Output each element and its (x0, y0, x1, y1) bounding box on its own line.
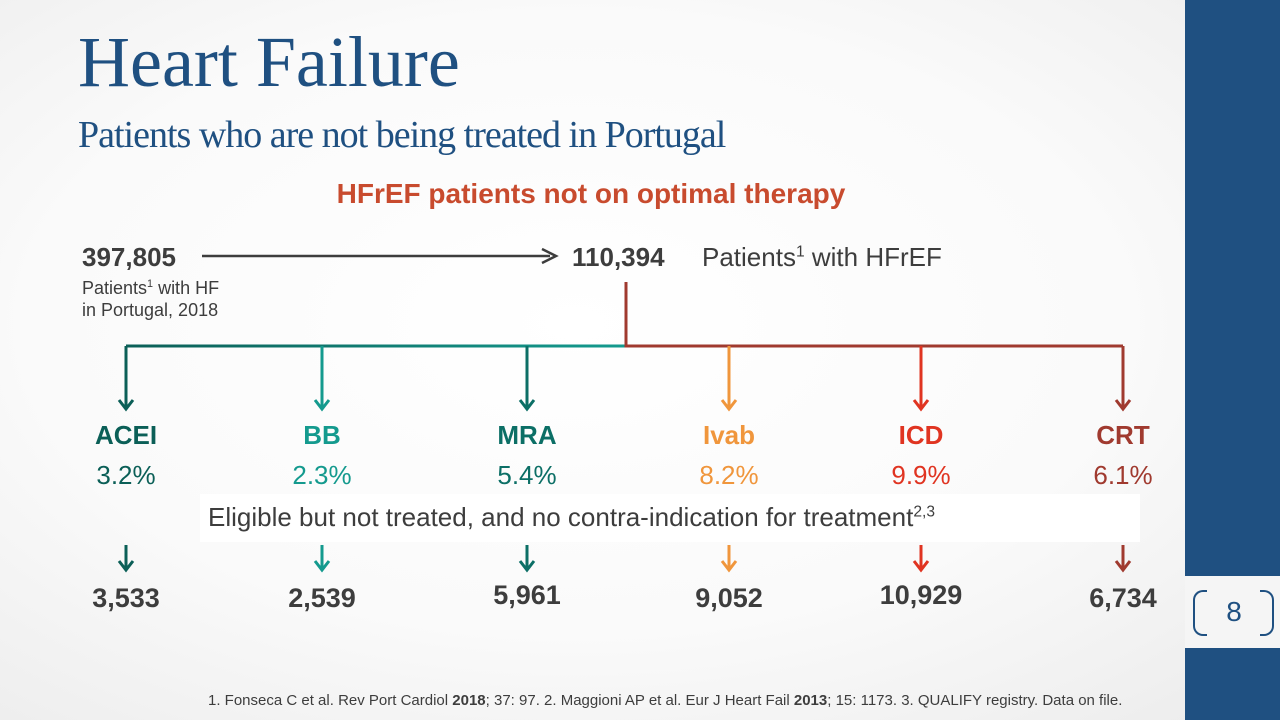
category-percent-crt: 6.1% (1093, 460, 1153, 490)
category-count-bb: 2,539 (288, 583, 356, 613)
count-arrow-mra-head (518, 560, 536, 573)
page-number: 8 (1226, 596, 1242, 627)
category-name-ivab: Ivab (702, 420, 756, 450)
hfref-patients-label: Patients1 with HFrEF (702, 242, 942, 272)
branch-arrow-icd-head (912, 399, 930, 412)
arrow-head (541, 247, 559, 265)
slide-title: Heart Failure (78, 22, 460, 102)
category-count-ivab: 9,052 (695, 583, 763, 613)
category-percent-acei: 3.2% (96, 460, 156, 490)
category-name-bb: BB (303, 420, 341, 450)
right-brace (1260, 590, 1274, 636)
category-percent-ivab: 8.2% (699, 460, 759, 490)
category-count-acei: 3,533 (92, 583, 160, 613)
branch-arrow-crt-head (1114, 399, 1132, 412)
count-arrow-acei-head (117, 560, 135, 573)
references: 1. Fonseca C et al. Rev Port Cardiol 201… (208, 692, 1123, 709)
branch-arrow-acei-head (117, 399, 135, 412)
count-arrow-icd-head (912, 560, 930, 573)
category-name-acei: ACEI (94, 420, 158, 450)
branch-arrow-mra-head (518, 399, 536, 412)
eligible-background (200, 494, 1140, 542)
section-heading: HFrEF patients not on optimal therapy (336, 178, 846, 209)
branch-arrow-bb-head (313, 399, 331, 412)
slide-subtitle: Patients who are not being treated in Po… (78, 114, 726, 156)
category-count-mra: 5,961 (493, 580, 561, 610)
category-percent-mra: 5.4% (497, 460, 557, 490)
category-name-icd: ICD (898, 420, 944, 450)
count-arrow-bb-head (313, 560, 331, 573)
count-arrow-ivab-head (720, 560, 738, 573)
total-patients-count: 397,805 (82, 242, 176, 272)
page-number-box (1185, 576, 1280, 648)
category-name-mra: MRA (497, 420, 557, 450)
hfref-patients-count: 110,394 (572, 242, 665, 272)
count-arrow-crt-head (1114, 560, 1132, 573)
branch-arrow-ivab-head (720, 399, 738, 412)
eligible-note: Eligible but not treated, and no contra-… (208, 502, 936, 532)
left-brace (1193, 590, 1207, 636)
category-percent-icd: 9.9% (891, 460, 951, 490)
total-patients-label: Patients1 with HF in Portugal, 2018 (82, 278, 220, 320)
category-count-crt: 6,734 (1089, 583, 1157, 613)
category-name-crt: CRT (1096, 420, 1150, 450)
category-count-icd: 10,929 (879, 580, 963, 610)
category-percent-bb: 2.3% (292, 460, 352, 490)
